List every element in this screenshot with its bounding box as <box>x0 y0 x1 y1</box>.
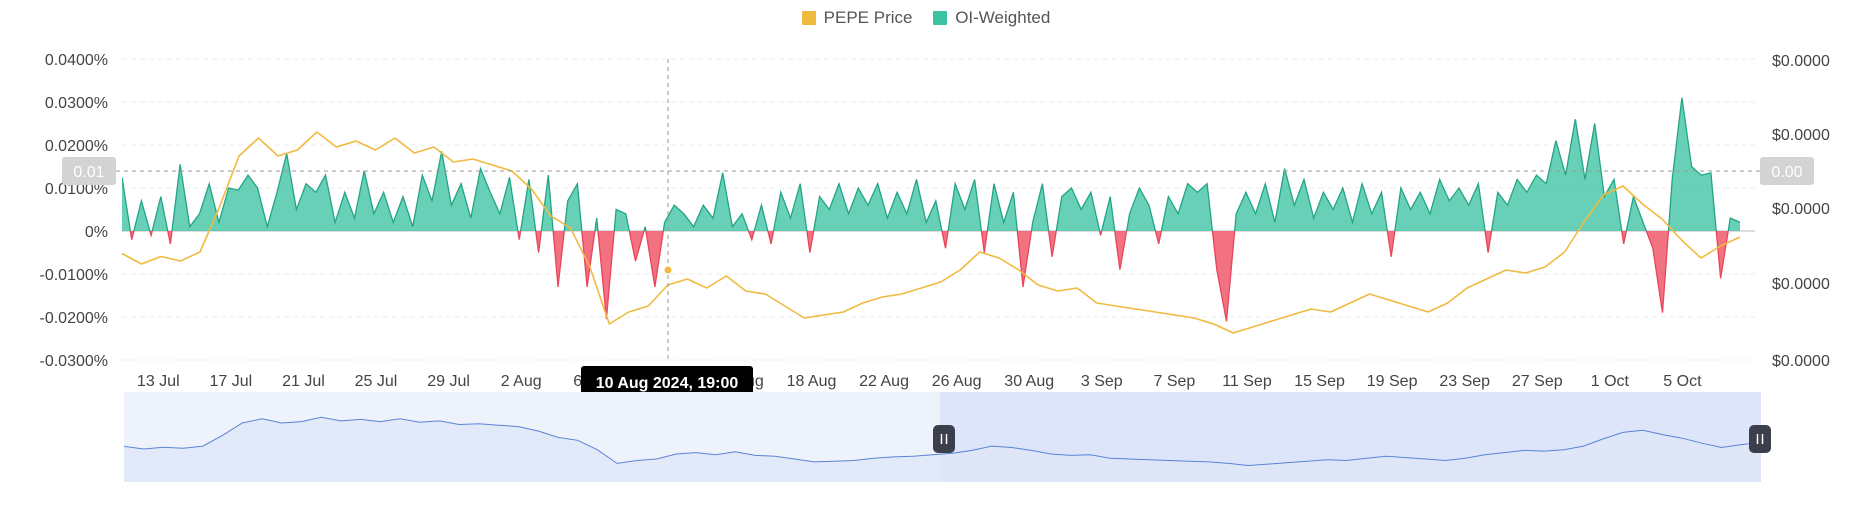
right-y-tick-label: $0.0000 <box>1772 127 1830 144</box>
x-tick-label: 3 Sep <box>1081 373 1123 390</box>
handle-body <box>933 425 955 453</box>
range-navigator[interactable] <box>123 392 1771 482</box>
legend-item-oi[interactable]: OI-Weighted <box>933 8 1050 28</box>
x-tick-label: 11 Sep <box>1222 373 1272 390</box>
right-y-tick-label: $0.0000 <box>1772 276 1830 293</box>
x-tick-label: 30 Aug <box>1004 373 1054 390</box>
legend-label-oi: OI-Weighted <box>955 8 1051 27</box>
x-tick-label: 26 Aug <box>932 373 982 390</box>
right-y-tick-label: $0.0000 <box>1772 201 1830 218</box>
right-y-axis: $0.0000 $0.0000 $0.0000 $0.0000 $0.0000 <box>1772 53 1830 370</box>
oi-line-positive <box>122 97 1741 231</box>
x-tick-label: 23 Sep <box>1439 373 1490 390</box>
x-tick-label: 5 Oct <box>1663 373 1702 390</box>
navigator-handle-right[interactable] <box>1749 425 1771 453</box>
chart-legend: PEPE Price OI-Weighted <box>0 8 1852 30</box>
plot-area[interactable] <box>121 97 1741 334</box>
x-tick-label: 7 Sep <box>1153 373 1195 390</box>
left-y-tick-label: 0.0300% <box>45 95 108 112</box>
x-tick-label: 18 Aug <box>787 373 837 390</box>
right-axis-badge-label: 0.00 <box>1771 164 1802 181</box>
x-tick-label: 22 Aug <box>859 373 909 390</box>
left-y-tick-label: 0.0200% <box>45 138 108 155</box>
legend-label-price: PEPE Price <box>823 8 913 27</box>
price-hover-point <box>664 266 672 274</box>
left-axis-badge-bg <box>62 157 116 185</box>
left-y-tick-label: 0% <box>85 224 108 241</box>
right-y-tick-label: $0.0000 <box>1772 353 1830 370</box>
x-tick-label: 17 Jul <box>210 373 253 390</box>
x-tick-label: 25 Jul <box>355 373 398 390</box>
left-axis-badge-label: 0.01 <box>73 164 104 181</box>
navigator-line <box>123 416 1762 467</box>
oi-area-positive <box>122 97 1740 231</box>
x-tick-label: 13 Jul <box>137 373 180 390</box>
legend-item-price[interactable]: PEPE Price <box>801 8 913 28</box>
x-tick-label: 19 Sep <box>1367 373 1418 390</box>
x-tick-label: 29 Jul <box>427 373 470 390</box>
x-tick-label: 1 Oct <box>1591 373 1630 390</box>
left-y-tick-label: -0.0100% <box>40 267 109 284</box>
left-y-tick-label: -0.0300% <box>40 353 109 370</box>
crosshair-tooltip-label: 10 Aug 2024, 19:00 <box>596 375 739 392</box>
crosshair: 0.01 0.00 10 Aug 2024, 19:00 <box>62 59 1814 398</box>
legend-swatch-oi <box>933 11 948 25</box>
navigator-area <box>124 417 1761 482</box>
left-y-tick-label: -0.0200% <box>40 310 109 327</box>
left-y-axis: 0.0400% 0.0300% 0.0200% 0.0100% 0% -0.0100% -0… <box>40 52 109 370</box>
crosshair-tooltip-bg <box>581 366 753 398</box>
price-line <box>121 131 1741 334</box>
handle-body <box>1749 425 1771 453</box>
navigator-handle-left[interactable] <box>933 425 955 453</box>
legend-swatch-price <box>801 11 816 25</box>
x-tick-label: 27 Sep <box>1512 373 1563 390</box>
left-y-tick-label: 0.0100% <box>45 181 108 198</box>
x-tick-label: 15 Sep <box>1294 373 1345 390</box>
right-y-tick-label: $0.0000 <box>1772 53 1830 70</box>
x-tick-label: 2 Aug <box>501 373 542 390</box>
x-tick-label: 21 Jul <box>282 373 325 390</box>
left-y-tick-label: 0.0400% <box>45 52 108 69</box>
right-axis-badge-bg <box>1760 157 1814 185</box>
